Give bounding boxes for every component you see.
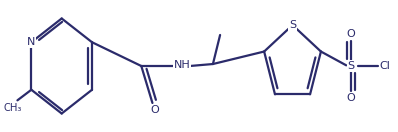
Text: N: N	[27, 37, 35, 47]
Text: S: S	[289, 20, 296, 30]
Text: S: S	[347, 61, 355, 71]
Text: O: O	[150, 105, 159, 115]
Text: O: O	[347, 29, 355, 39]
Text: O: O	[347, 93, 355, 103]
Text: NH: NH	[174, 60, 191, 70]
Text: CH₃: CH₃	[4, 103, 22, 113]
Text: Cl: Cl	[380, 61, 391, 71]
